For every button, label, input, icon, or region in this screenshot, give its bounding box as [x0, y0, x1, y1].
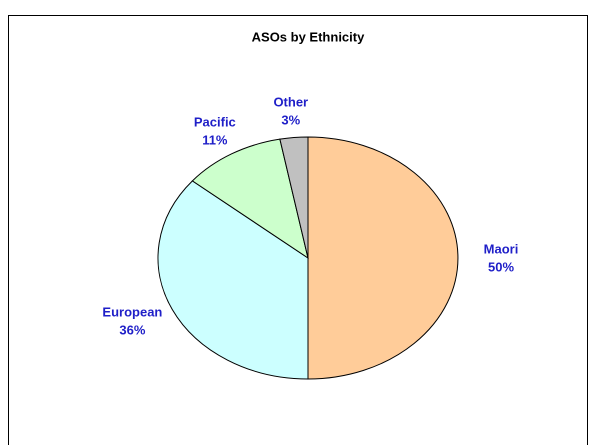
slice-value-label: 11%	[202, 132, 228, 147]
slice-value-label: 3%	[281, 112, 300, 127]
slice-value-label: 50%	[488, 259, 514, 274]
slice-label: Maori	[484, 241, 519, 256]
chart-title: ASOs by Ethnicity	[252, 29, 365, 44]
slice-label: European	[102, 304, 162, 319]
slice-label: Pacific	[194, 114, 236, 129]
pie-slice	[191, 138, 309, 260]
pie-slice	[157, 180, 309, 380]
slice-label: Other	[273, 94, 308, 109]
pie-slice	[279, 136, 309, 259]
pie-slice	[307, 136, 459, 380]
slice-value-label: 36%	[119, 322, 145, 337]
